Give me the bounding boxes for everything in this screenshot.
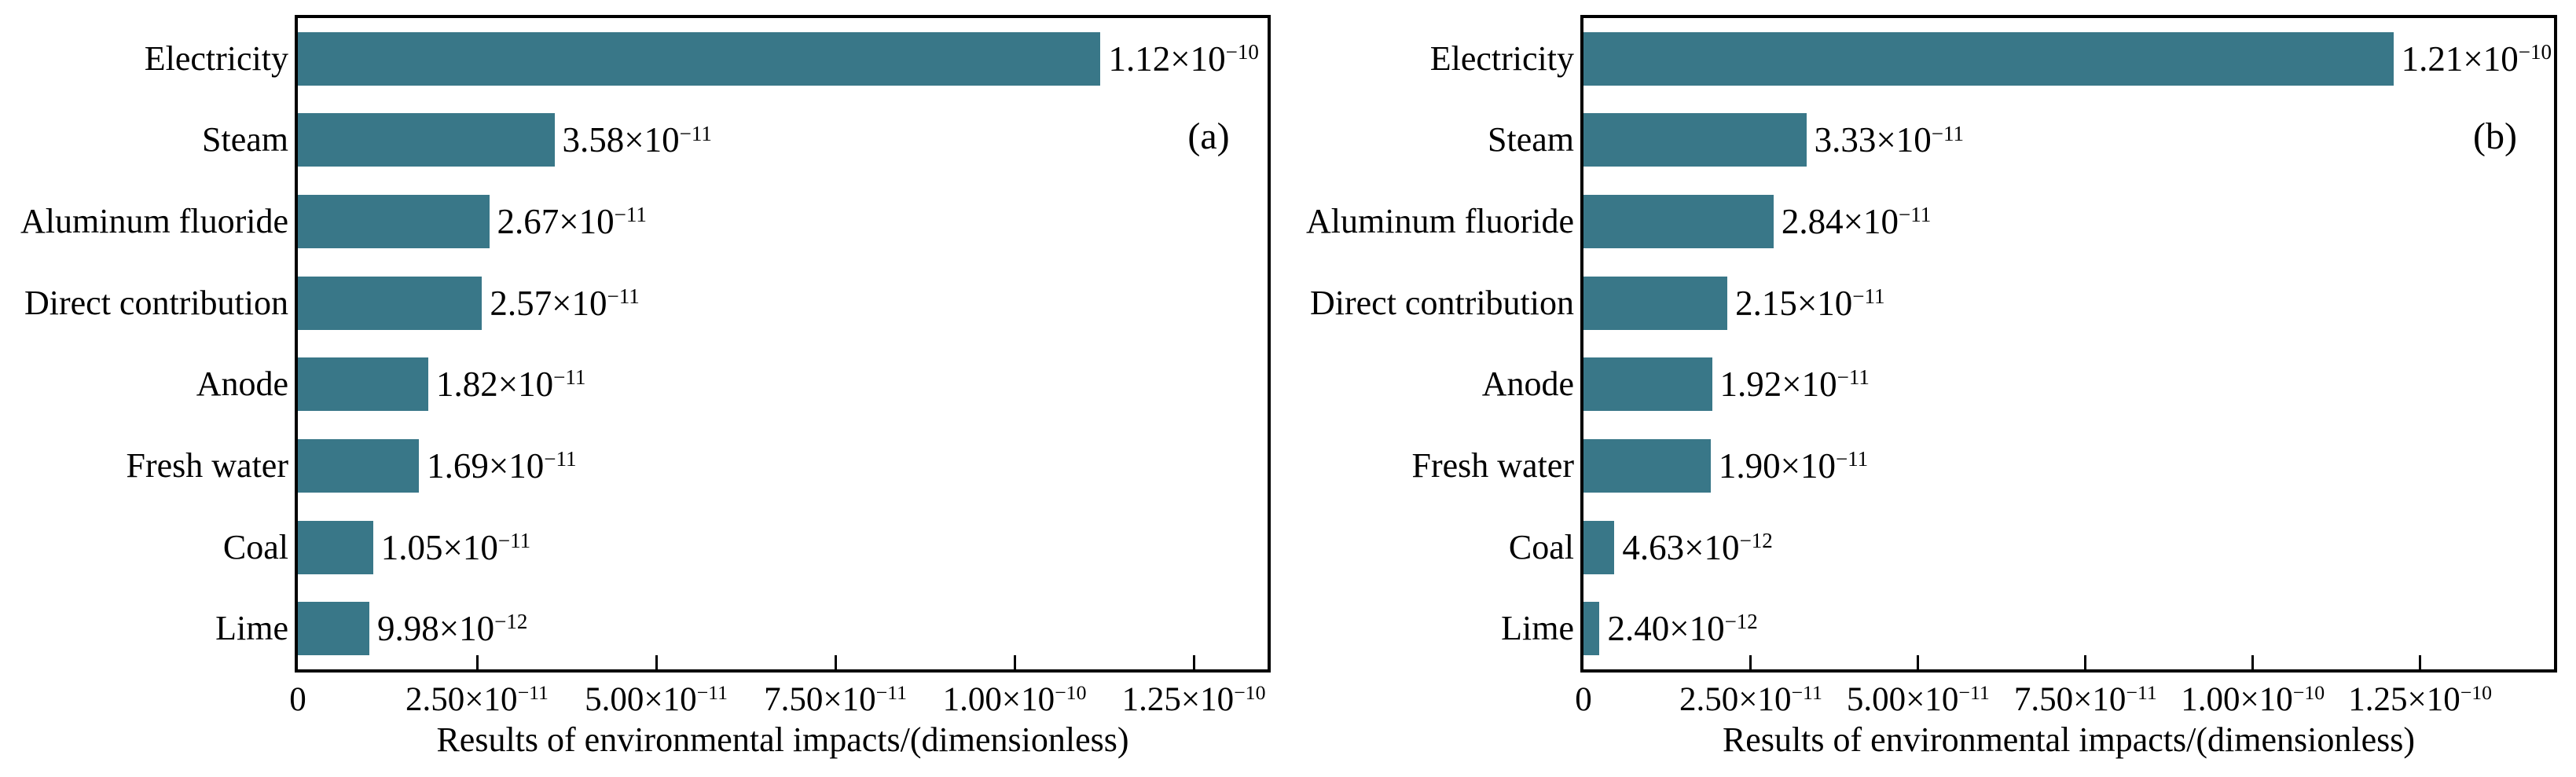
bar-fresh-water [1583,438,1711,493]
bar-lime [1583,602,1600,656]
value-label-anode: 1.92×10−11 [1719,365,1870,405]
x-axis-tick [1192,655,1195,669]
value-label-lime: 9.98×10−12 [377,609,528,649]
category-label-steam: Steam [1488,120,1574,159]
x-tick-label: 7.50×10−11 [764,680,907,718]
value-label-aluminum-fluoride: 2.67×10−11 [497,202,647,242]
bar-aluminum-fluoride [1583,195,1774,249]
value-label-fresh-water: 1.69×10−11 [427,445,577,486]
value-label-steam: 3.58×10−11 [562,120,712,160]
x-tick-label: 1.00×10−10 [942,680,1087,718]
category-label-aluminum-fluoride: Aluminum fluoride [20,202,288,241]
x-axis-tick [1917,655,1920,669]
x-tick-label: 5.00×10−11 [1846,680,1990,718]
category-label-coal: Coal [1508,527,1574,566]
value-label-anode: 1.82×10−11 [435,365,586,405]
category-label-lime: Lime [1501,609,1574,648]
category-label-aluminum-fluoride: Aluminum fluoride [1306,202,1574,241]
value-label-electricity: 1.12×10−10 [1108,38,1259,79]
x-axis-label: Results of environmental impacts/(dimens… [436,720,1129,759]
bar-fresh-water [298,438,420,493]
bar-electricity [298,31,1101,86]
value-label-steam: 3.33×10−11 [1814,120,1964,160]
x-tick-label: 2.50×10−11 [1679,680,1822,718]
category-label-lime: Lime [215,609,288,648]
bar-coal [1583,520,1615,574]
plot-area-b [1580,15,2557,673]
x-axis-tick [1749,655,1752,669]
x-axis-tick [2419,655,2422,669]
x-axis-tick [655,655,658,669]
value-label-fresh-water: 1.90×10−11 [1718,445,1869,486]
category-label-anode: Anode [1481,365,1574,404]
bar-anode [298,357,428,412]
category-label-steam: Steam [202,120,288,159]
panel-label-a: (a) [1187,115,1230,157]
x-axis-tick [2084,655,2087,669]
category-label-fresh-water: Fresh water [126,445,289,485]
bar-aluminum-fluoride [298,195,490,249]
category-label-direct-contribution: Direct contribution [1309,283,1574,322]
bar-direct-contribution [298,276,483,330]
value-label-electricity: 1.21×10−10 [2401,38,2552,79]
x-axis-tick [2251,655,2255,669]
value-label-direct-contribution: 2.15×10−11 [1735,283,1885,323]
category-label-direct-contribution: Direct contribution [24,283,288,322]
category-label-fresh-water: Fresh water [1411,445,1575,485]
bar-electricity [1583,31,2394,86]
category-label-electricity: Electricity [1429,38,1574,78]
x-tick-label: 1.25×10−10 [1121,680,1266,718]
bar-steam [1583,113,1807,167]
value-label-direct-contribution: 2.57×10−11 [490,283,640,323]
bar-anode [1583,357,1712,412]
bar-direct-contribution [1583,276,1728,330]
x-tick-label: 1.00×10−10 [2181,680,2325,718]
category-label-anode: Anode [196,365,288,404]
x-axis-tick [834,655,837,669]
bar-steam [298,113,555,167]
value-label-aluminum-fluoride: 2.84×10−11 [1781,202,1932,242]
x-tick-label: 0 [289,681,306,718]
x-tick-label: 2.50×10−11 [405,680,549,718]
bar-lime [298,602,370,656]
category-label-coal: Coal [222,527,288,566]
plot-area-a [295,15,1271,673]
x-tick-label: 7.50×10−11 [2013,680,2157,718]
x-tick-label: 0 [1575,681,1592,718]
value-label-lime: 2.40×10−12 [1607,609,1758,649]
category-label-electricity: Electricity [144,38,288,78]
value-label-coal: 1.05×10−11 [380,527,531,567]
x-axis-tick [1013,655,1016,669]
x-tick-label: 5.00×10−11 [585,680,728,718]
bar-coal [298,520,373,574]
x-tick-label: 1.25×10−10 [2348,680,2493,718]
value-label-coal: 4.63×10−12 [1622,527,1773,567]
x-axis-label: Results of environmental impacts/(dimens… [1722,720,2416,759]
x-axis-tick [475,655,479,669]
panel-label-b: (b) [2473,115,2517,157]
